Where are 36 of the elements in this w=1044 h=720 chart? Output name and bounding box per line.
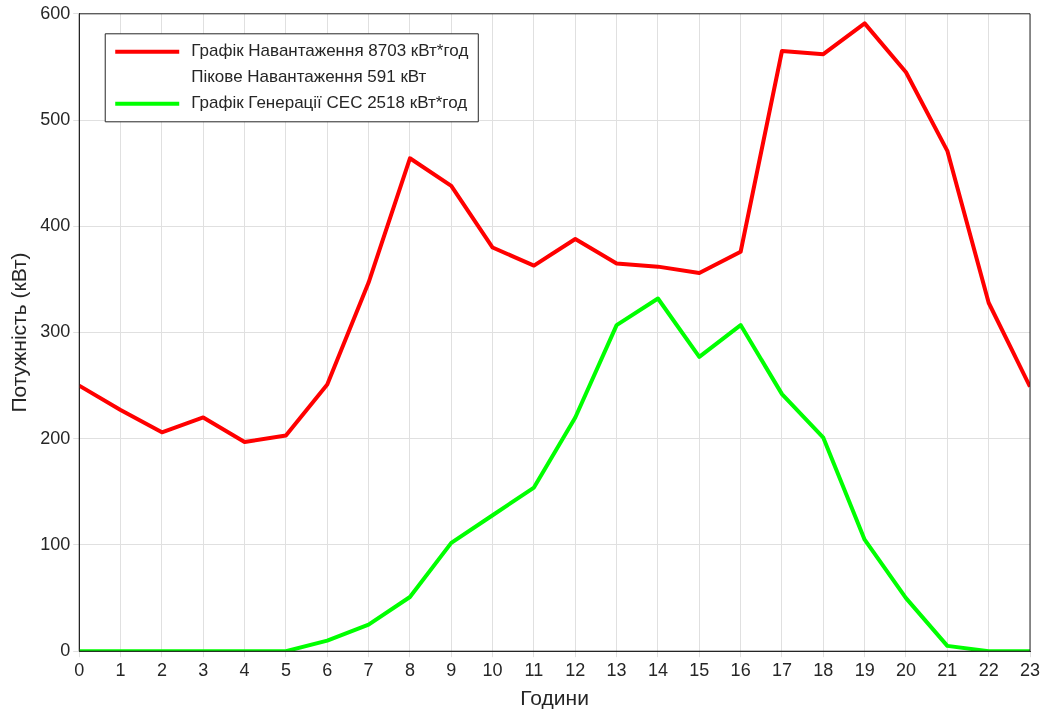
x-tick-label: 21 [937,659,958,680]
y-tick-label: 200 [40,427,71,448]
x-tick-label: 9 [446,659,457,680]
x-tick-label: 8 [404,659,415,680]
x-tick-label: 5 [280,659,291,680]
y-tick-label: 300 [40,321,71,342]
x-tick-label: 6 [322,659,333,680]
y-tick-label: 500 [40,109,71,129]
x-tick-label: 19 [854,659,875,680]
x-tick-label: 12 [565,659,586,680]
x-tick-label: 7 [363,659,374,680]
x-tick-label: 23 [1019,659,1041,680]
y-axis-title: Потужність (кВт) [7,252,31,413]
x-tick-label: 13 [606,659,627,680]
x-tick-label: 16 [730,659,751,680]
y-tick-label: 100 [40,533,71,554]
x-tick-label: 1 [115,659,126,680]
x-tick-label: 4 [239,659,250,680]
x-tick-label: 18 [813,659,834,680]
y-tick-label: 400 [40,215,71,236]
x-tick-label: 10 [482,659,503,680]
x-tick-label: 3 [198,659,209,680]
x-tick-label: 0 [74,659,85,680]
legend-label: Графік Генерації СЕС 2518 кВт*год [191,93,468,113]
x-tick-label: 14 [647,659,668,680]
x-tick-label: 15 [689,659,710,680]
y-tick-label: 0 [60,640,71,661]
x-tick-label: 22 [978,659,999,680]
x-tick-label: 11 [524,659,544,680]
x-tick-label: 20 [895,659,916,680]
annotation: Пікове Навантаження 591 кВт [191,67,427,87]
y-tick-label: 600 [40,2,71,23]
x-axis-title: Години [520,686,589,710]
x-tick-label: 17 [771,659,792,680]
legend-label: Графік Навантаження 8703 кВт*год [191,41,469,61]
x-tick-label: 2 [156,659,167,680]
